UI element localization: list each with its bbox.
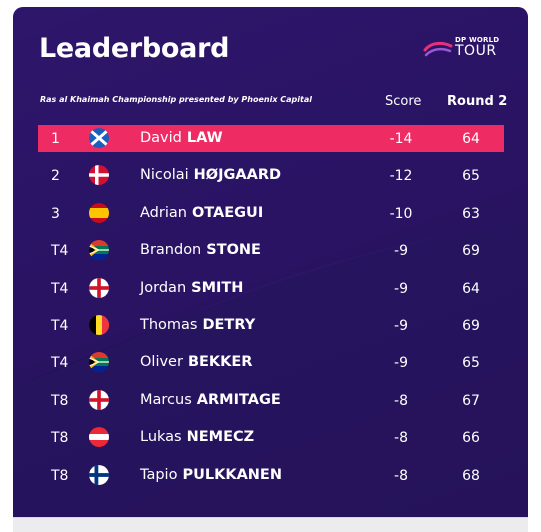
austria-flag-icon bbox=[89, 427, 109, 448]
spain-flag-icon bbox=[89, 202, 109, 223]
south-africa-flag-icon bbox=[89, 352, 109, 373]
player-last-name: HØJGAARD bbox=[193, 167, 282, 184]
player-last-name: LAW bbox=[186, 130, 223, 146]
round-score: 64 bbox=[462, 131, 480, 147]
round-score: 67 bbox=[462, 392, 480, 409]
player-last-name: PULKKANEN bbox=[182, 466, 282, 483]
round-score: 68 bbox=[462, 467, 480, 484]
event-subtitle: Ras al Khaimah Championship presented by… bbox=[40, 95, 312, 104]
leaderboard-row[interactable]: T8 Lukas NEMECZ -8 66 bbox=[38, 424, 504, 451]
player-name: Adrian OTAEGUI bbox=[140, 205, 263, 221]
player-last-name: ARMITAGE bbox=[196, 391, 281, 408]
player-first-name: Oliver bbox=[140, 354, 183, 371]
column-header-score: Score bbox=[385, 94, 422, 109]
south-africa-flag-icon bbox=[89, 240, 109, 261]
player-name: Oliver BEKKER bbox=[140, 354, 252, 370]
player-last-name: OTAEGUI bbox=[191, 204, 264, 221]
round-score: 66 bbox=[462, 430, 480, 447]
player-last-name: STONE bbox=[206, 242, 261, 259]
position: 1 bbox=[51, 131, 60, 147]
player-name: Marcus ARMITAGE bbox=[140, 392, 281, 408]
position: T4 bbox=[51, 355, 69, 372]
player-last-name: BEKKER bbox=[187, 354, 253, 371]
player-first-name: Brandon bbox=[140, 242, 202, 259]
player-name: Nicolai HØJGAARD bbox=[140, 167, 281, 183]
leaderboard-row[interactable]: T8 Tapio PULKKANEN -8 68 bbox=[38, 462, 504, 489]
position: 2 bbox=[51, 168, 60, 185]
player-first-name: Adrian bbox=[140, 204, 187, 221]
player-first-name: Nicolai bbox=[140, 167, 189, 184]
leaderboard-row[interactable]: T4 Thomas DETRY -9 69 bbox=[38, 312, 504, 339]
logo-main-text: TOUR bbox=[455, 43, 497, 59]
leaderboard-row[interactable]: 1 David LAW -14 64 bbox=[38, 125, 504, 152]
player-first-name: David bbox=[140, 130, 182, 146]
finland-flag-icon bbox=[89, 464, 109, 485]
bottom-strip bbox=[13, 517, 528, 532]
player-name: Thomas DETRY bbox=[140, 317, 255, 333]
tour-swirl-icon bbox=[423, 41, 453, 57]
player-first-name: Jordan bbox=[140, 279, 187, 296]
round-score: 64 bbox=[462, 280, 480, 297]
round-score: 69 bbox=[462, 243, 480, 260]
player-first-name: Marcus bbox=[140, 391, 192, 408]
round-score: 65 bbox=[462, 168, 480, 185]
denmark-flag-icon bbox=[89, 165, 109, 186]
player-first-name: Lukas bbox=[140, 429, 182, 446]
leaderboard-row[interactable]: 2 Nicolai HØJGAARD -12 65 bbox=[38, 162, 504, 189]
player-name: Tapio PULKKANEN bbox=[140, 467, 282, 483]
background-swoosh bbox=[13, 7, 528, 531]
total-score: -10 bbox=[389, 205, 413, 222]
belgium-flag-icon bbox=[89, 315, 109, 335]
position: T4 bbox=[51, 280, 69, 297]
leaderboard-row[interactable]: T8 Marcus ARMITAGE -8 67 bbox=[38, 387, 504, 414]
leaderboard-row[interactable]: T4 Jordan SMITH -9 64 bbox=[38, 275, 504, 302]
total-score: -9 bbox=[394, 280, 408, 297]
page-title: Leaderboard bbox=[39, 33, 230, 64]
round-score: 65 bbox=[462, 355, 480, 372]
leaderboard-row[interactable]: T4 Oliver BEKKER -9 65 bbox=[38, 349, 504, 376]
position: T8 bbox=[51, 392, 69, 409]
leaderboard-card: Leaderboard DP WORLD TOUR Ras al Khaimah… bbox=[13, 7, 528, 531]
total-score: -8 bbox=[394, 392, 408, 409]
player-first-name: Tapio bbox=[140, 466, 178, 483]
scotland-flag-icon bbox=[89, 128, 109, 148]
leaderboard-row[interactable]: T4 Brandon STONE -9 69 bbox=[38, 237, 504, 264]
player-name: David LAW bbox=[140, 130, 223, 146]
player-name: Lukas NEMECZ bbox=[140, 429, 254, 445]
column-header-round: Round 2 bbox=[447, 94, 508, 109]
player-last-name: DETRY bbox=[202, 317, 256, 333]
player-name: Brandon STONE bbox=[140, 242, 261, 258]
position: T4 bbox=[51, 243, 69, 260]
round-score: 69 bbox=[462, 318, 480, 334]
player-last-name: NEMECZ bbox=[186, 429, 255, 446]
total-score: -8 bbox=[394, 430, 408, 447]
england-flag-icon bbox=[89, 389, 109, 410]
player-last-name: SMITH bbox=[191, 279, 244, 296]
total-score: -12 bbox=[389, 168, 413, 185]
england-flag-icon bbox=[89, 277, 109, 298]
total-score: -9 bbox=[394, 318, 408, 334]
player-name: Jordan SMITH bbox=[140, 280, 243, 296]
total-score: -9 bbox=[394, 243, 408, 260]
position: 3 bbox=[51, 205, 60, 222]
total-score: -8 bbox=[394, 467, 408, 484]
round-score: 63 bbox=[462, 205, 480, 222]
total-score: -14 bbox=[389, 131, 413, 147]
logo-top-text: DP WORLD bbox=[455, 36, 500, 44]
player-first-name: Thomas bbox=[140, 317, 198, 333]
total-score: -9 bbox=[394, 355, 408, 372]
position: T8 bbox=[51, 430, 69, 447]
dp-world-tour-logo: DP WORLD TOUR bbox=[423, 34, 513, 64]
leaderboard-row[interactable]: 3 Adrian OTAEGUI -10 63 bbox=[38, 200, 504, 227]
position: T8 bbox=[51, 467, 69, 484]
position: T4 bbox=[51, 318, 69, 334]
